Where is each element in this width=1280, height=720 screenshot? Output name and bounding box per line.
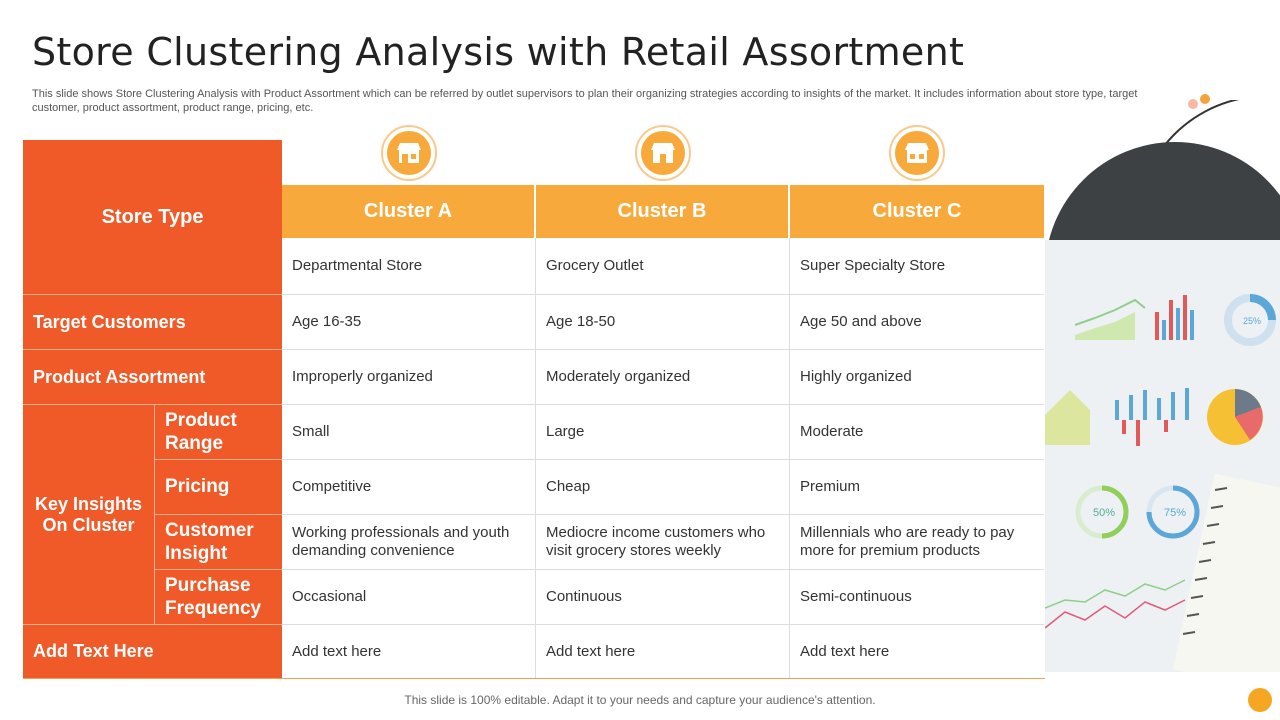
table-cell: Age 18-50 <box>536 295 790 350</box>
row-header-product-range: Product Range <box>155 405 282 460</box>
table-cell: Improperly organized <box>282 350 536 405</box>
table-cell: Add text here <box>790 625 1044 678</box>
store-icon <box>889 125 945 181</box>
row-header-target-customers: Target Customers <box>23 295 282 350</box>
store-type-header: Store Type <box>23 140 282 295</box>
table-cell: Departmental Store <box>282 238 536 295</box>
table-bottom-border <box>23 678 1045 679</box>
table-cell: Millennials who are ready to pay more fo… <box>790 515 1044 570</box>
table-cell: Premium <box>790 460 1044 515</box>
page-title: Store Clustering Analysis with Retail As… <box>32 30 965 74</box>
cluster-a-header: Cluster A <box>282 185 536 238</box>
table-cell: Grocery Outlet <box>536 238 790 295</box>
table-cell: Age 16-35 <box>282 295 536 350</box>
row-header-pricing: Pricing <box>155 460 282 515</box>
decorative-dot <box>1188 99 1198 109</box>
table-cell: Add text here <box>536 625 790 678</box>
row-header-customer-insight: Customer Insight <box>155 515 282 570</box>
table-cell: Working professionals and youth demandin… <box>282 515 536 570</box>
table-cell: Large <box>536 405 790 460</box>
table-cell: Add text here <box>282 625 536 678</box>
table-cell: Moderately organized <box>536 350 790 405</box>
cluster-c-header: Cluster C <box>790 185 1044 238</box>
table-cell: Small <box>282 405 536 460</box>
gauge-label-25: 25% <box>1243 316 1261 326</box>
store-icon <box>635 125 691 181</box>
table-cell: Mediocre income customers who visit groc… <box>536 515 790 570</box>
dashboard-printout: 25% 50% 75% <box>1045 240 1280 680</box>
table-cell: Competitive <box>282 460 536 515</box>
dashboard-photo: 25% 50% 75% <box>1045 100 1280 680</box>
table-cell: Highly organized <box>790 350 1044 405</box>
cluster-b-header: Cluster B <box>536 185 790 238</box>
table-cell: Semi-continuous <box>790 570 1044 625</box>
page-subtitle: This slide shows Store Clustering Analys… <box>32 88 1138 114</box>
row-header-product-assortment: Product Assortment <box>23 350 282 405</box>
key-insights-header: Key Insights On Cluster <box>23 405 155 625</box>
table-cell: Cheap <box>536 460 790 515</box>
gauge-label-75: 75% <box>1164 507 1186 519</box>
decorative-dot <box>1248 688 1272 712</box>
table-cell: Moderate <box>790 405 1044 460</box>
decorative-dot <box>1200 94 1210 104</box>
row-header-add-text: Add Text Here <box>23 625 282 678</box>
row-header-purchase-frequency: Purchase Frequency <box>155 570 282 625</box>
table-cell: Occasional <box>282 570 536 625</box>
table-cell: Continuous <box>536 570 790 625</box>
table-cell: Super Specialty Store <box>790 238 1044 295</box>
store-icon <box>381 125 437 181</box>
table-cell: Age 50 and above <box>790 295 1044 350</box>
gauge-label-50: 50% <box>1093 507 1115 519</box>
footer-note: This slide is 100% editable. Adapt it to… <box>404 693 876 707</box>
